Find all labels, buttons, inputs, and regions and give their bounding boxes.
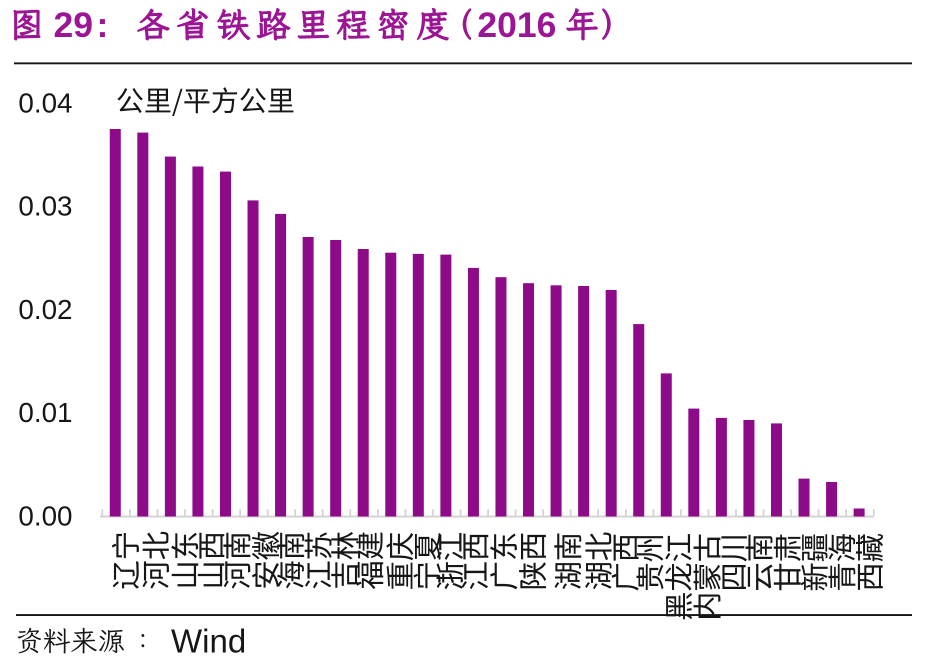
svg-text:Wind: Wind xyxy=(171,623,246,660)
svg-text:29: 29 xyxy=(54,5,94,45)
svg-text:0.02: 0.02 xyxy=(18,294,72,325)
svg-text:0.04: 0.04 xyxy=(18,87,72,118)
svg-text:2016: 2016 xyxy=(477,5,556,45)
svg-text::: : xyxy=(97,5,109,45)
svg-text:0.00: 0.00 xyxy=(18,500,72,531)
svg-text:0.03: 0.03 xyxy=(18,191,72,222)
svg-text:0.01: 0.01 xyxy=(18,397,72,428)
